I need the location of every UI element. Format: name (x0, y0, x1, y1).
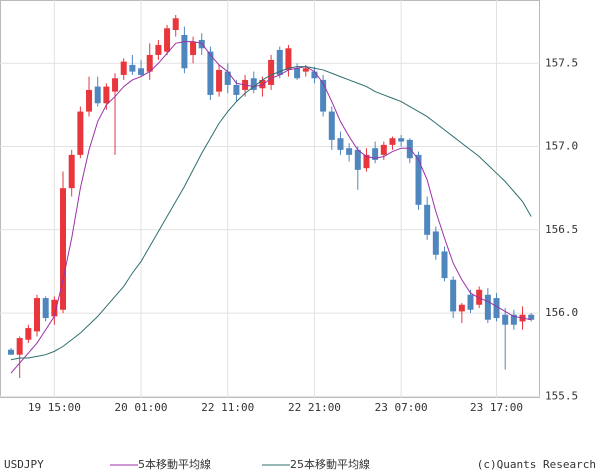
x-tick-label: 23 17:00 (470, 401, 523, 414)
candle-body (320, 79, 327, 112)
candle-body (372, 148, 379, 160)
y-tick-label: 156.0 (545, 306, 578, 319)
candle-body (510, 314, 517, 325)
x-tick-label: 22 21:00 (288, 401, 341, 414)
candle-body (16, 338, 23, 355)
candle-body (190, 41, 197, 55)
candle-body (415, 154, 422, 205)
candle-body (432, 231, 439, 255)
candle-body (354, 149, 361, 170)
moving-average-line (10, 41, 532, 374)
candle-body (155, 44, 162, 55)
y-tick-label: 155.5 (545, 389, 578, 402)
candle-body (259, 79, 266, 89)
candle-body (441, 251, 448, 279)
candle-body (112, 78, 119, 92)
candle-body (94, 86, 101, 104)
candle-body (363, 154, 370, 169)
candle-body (224, 71, 231, 85)
candle-body (502, 314, 509, 325)
candle-body (424, 204, 431, 235)
candle-body (51, 299, 58, 317)
y-tick-label: 157.5 (545, 56, 578, 69)
candle-body (68, 154, 75, 189)
candle-body (484, 294, 491, 320)
candle-body (250, 78, 257, 90)
x-tick-label: 23 07:00 (375, 401, 428, 414)
candle-body (138, 68, 145, 75)
x-tick-label: 20 01:00 (115, 401, 168, 414)
candle-body (268, 59, 275, 85)
candle-body (450, 279, 457, 312)
candle-body (60, 188, 67, 310)
candle-body (207, 51, 214, 95)
candle-body (398, 138, 405, 142)
candle-body (164, 28, 171, 52)
candle-body (181, 34, 188, 69)
candle-body (8, 349, 14, 355)
candle-body (146, 54, 153, 72)
candle-body (25, 328, 32, 340)
candle-body (294, 68, 301, 79)
candle-body (380, 144, 387, 155)
symbol: USDJPY (4, 458, 44, 471)
candle-body (276, 49, 283, 75)
legend-label: 5本移動平均線 (138, 457, 211, 471)
candle-body (458, 304, 465, 312)
legend-label: 25本移動平均線 (290, 457, 370, 471)
copyright: (c)Quants Research (477, 458, 596, 471)
candle-body (328, 111, 335, 140)
candle-body (86, 89, 93, 112)
candle-body (172, 18, 179, 30)
candle-body (311, 71, 318, 79)
candle-body (389, 138, 396, 145)
candle-body (77, 111, 84, 155)
candle-body (129, 64, 136, 72)
candle-body (346, 148, 353, 155)
candle-body (34, 298, 41, 332)
x-tick-label: 19 15:00 (28, 401, 81, 414)
candle-body (233, 84, 240, 95)
candle-body (285, 48, 292, 70)
candle-body (467, 294, 474, 310)
candle-body (476, 289, 483, 305)
x-tick-label: 22 11:00 (201, 401, 254, 414)
candle-body (302, 68, 309, 72)
candle-body (528, 314, 535, 320)
candle-body (103, 86, 110, 104)
candle-body (216, 69, 223, 92)
candle-body (337, 138, 344, 150)
y-tick-label: 157.0 (545, 140, 578, 153)
candle-body (493, 298, 500, 319)
y-tick-label: 156.5 (545, 223, 578, 236)
candle-body (120, 61, 127, 75)
moving-average-line (10, 66, 532, 361)
candle-body (42, 298, 49, 319)
